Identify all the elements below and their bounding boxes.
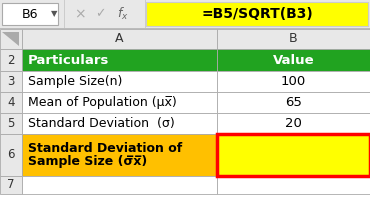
Text: Value: Value <box>273 54 314 66</box>
Bar <box>22 113 217 134</box>
Text: 4: 4 <box>7 96 15 109</box>
Bar <box>217 92 370 113</box>
Text: ✓: ✓ <box>95 8 105 21</box>
Bar <box>0 176 22 194</box>
Bar <box>0 0 370 28</box>
Text: 2: 2 <box>7 54 15 66</box>
Polygon shape <box>2 32 19 46</box>
Text: 7: 7 <box>7 178 15 192</box>
Bar <box>0 71 22 92</box>
Bar <box>22 71 217 92</box>
Text: 20: 20 <box>285 117 302 130</box>
Text: 5: 5 <box>7 117 15 130</box>
Bar <box>217 176 370 194</box>
Text: ▼: ▼ <box>51 10 57 19</box>
Bar <box>146 2 368 26</box>
Bar <box>64 0 65 28</box>
Bar <box>2 3 58 25</box>
Bar <box>217 29 370 49</box>
Text: B6: B6 <box>22 8 38 21</box>
Text: A: A <box>115 33 124 45</box>
Text: 2: 2 <box>289 147 298 163</box>
Text: B: B <box>289 33 298 45</box>
Bar <box>217 49 370 71</box>
Bar <box>22 134 217 176</box>
Bar <box>0 49 22 71</box>
Bar <box>22 176 217 194</box>
Text: Mean of Population (μx̅): Mean of Population (μx̅) <box>28 96 177 109</box>
Text: 100: 100 <box>281 75 306 88</box>
Text: Sample Size(n): Sample Size(n) <box>28 75 122 88</box>
Bar <box>22 29 217 49</box>
Bar <box>217 134 370 176</box>
Bar <box>217 113 370 134</box>
Text: Standard Deviation  (σ): Standard Deviation (σ) <box>28 117 175 130</box>
Bar <box>0 113 22 134</box>
Bar <box>0 29 22 49</box>
Text: Standard Deviation of: Standard Deviation of <box>28 142 182 155</box>
Text: Particulars: Particulars <box>28 54 110 66</box>
Text: =B5/SQRT(B3): =B5/SQRT(B3) <box>201 7 313 21</box>
Text: ×: × <box>74 7 86 21</box>
Text: 6: 6 <box>7 149 15 161</box>
Bar <box>22 92 217 113</box>
Bar <box>65 0 145 28</box>
Bar <box>0 134 22 176</box>
Bar <box>145 0 146 28</box>
Bar <box>0 28 370 29</box>
Text: $f_x$: $f_x$ <box>117 6 129 22</box>
Bar <box>22 49 217 71</box>
Bar <box>0 92 22 113</box>
Text: Sample Size (σ̅x̅): Sample Size (σ̅x̅) <box>28 155 147 169</box>
Bar <box>217 71 370 92</box>
Text: 3: 3 <box>7 75 15 88</box>
Text: 65: 65 <box>285 96 302 109</box>
